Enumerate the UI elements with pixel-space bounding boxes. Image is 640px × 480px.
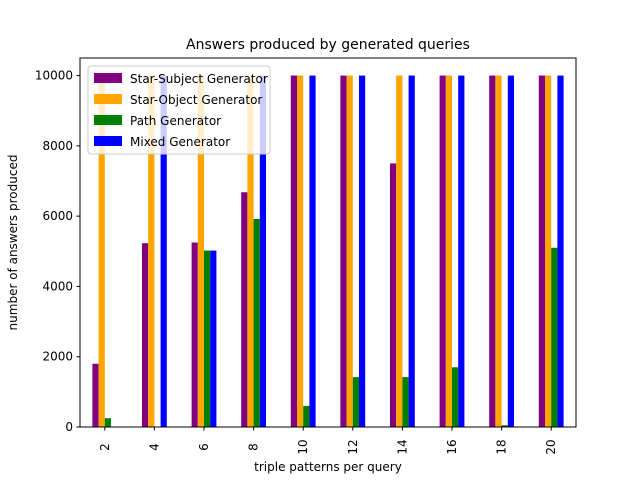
x-tick-label: 2 <box>98 443 112 451</box>
bar-mixed-generator-8 <box>259 75 266 427</box>
bar-star-object-generator-18 <box>495 75 502 427</box>
bar-star-object-generator-20 <box>545 75 552 427</box>
legend-swatch <box>94 115 122 125</box>
x-tick-label: 16 <box>445 439 459 454</box>
bar-path-generator-14 <box>402 377 409 427</box>
bar-path-generator-8 <box>253 218 260 427</box>
bar-mixed-generator-18 <box>507 75 514 427</box>
bar-star-object-generator-12 <box>346 75 353 427</box>
x-tick-label: 10 <box>296 439 310 454</box>
bar-mixed-generator-16 <box>458 75 465 427</box>
legend-swatch <box>94 136 122 146</box>
bar-star-object-generator-14 <box>396 75 403 427</box>
plot-frame <box>79 57 577 428</box>
bar-mixed-generator-12 <box>359 75 366 427</box>
bar-star-subject-generator-18 <box>489 75 496 427</box>
x-axis-label: triple patterns per query <box>254 460 402 474</box>
bar-star-object-generator-8 <box>247 75 254 427</box>
bar-mixed-generator-6 <box>210 250 217 427</box>
x-tick-label: 8 <box>247 443 261 451</box>
bars-group <box>92 75 564 427</box>
legend-swatch <box>94 94 122 104</box>
bar-star-subject-generator-4 <box>142 243 149 427</box>
bar-star-object-generator-6 <box>197 75 204 427</box>
bar-star-object-generator-2 <box>98 75 105 427</box>
bar-star-object-generator-10 <box>297 75 304 427</box>
bar-star-object-generator-4 <box>148 75 155 427</box>
x-tick-label: 6 <box>197 443 211 451</box>
x-tick-label: 12 <box>346 439 360 454</box>
y-axis-label: number of answers produced <box>6 155 20 331</box>
bar-star-subject-generator-14 <box>390 163 397 427</box>
x-tick-label: 14 <box>395 439 409 454</box>
bar-path-generator-16 <box>452 367 459 427</box>
bar-star-subject-generator-10 <box>290 75 297 427</box>
legend-label: Mixed Generator <box>130 135 230 149</box>
bar-path-generator-6 <box>204 250 211 427</box>
bar-star-object-generator-16 <box>445 75 452 427</box>
chart-title: Answers produced by generated queries <box>186 37 470 53</box>
bar-path-generator-10 <box>303 405 310 427</box>
y-axis-ticks: 0 2000 4000 6000 8000 10000 <box>35 69 80 434</box>
bar-mixed-generator-14 <box>408 75 415 427</box>
bar-path-generator-18 <box>501 425 508 427</box>
legend: Star-Subject Generator Star-Object Genera… <box>87 65 271 155</box>
x-axis-ticks: 2 4 6 8 10 12 14 16 18 20 <box>98 427 558 455</box>
y-tick-label: 8000 <box>42 139 73 153</box>
y-tick-label: 6000 <box>42 209 73 223</box>
x-tick-label: 20 <box>544 439 558 454</box>
bar-star-subject-generator-16 <box>439 75 446 427</box>
legend-label: Path Generator <box>130 114 221 128</box>
bar-star-subject-generator-2 <box>92 363 99 427</box>
bar-mixed-generator-4 <box>160 75 167 427</box>
y-tick-label: 10000 <box>35 69 73 83</box>
bar-star-subject-generator-6 <box>191 242 198 427</box>
bar-mixed-generator-20 <box>557 75 564 427</box>
bar-path-generator-2 <box>104 418 111 427</box>
bar-path-generator-12 <box>352 377 359 427</box>
bar-star-subject-generator-20 <box>538 75 545 427</box>
legend-label: Star-Object Generator <box>130 93 262 107</box>
y-tick-label: 2000 <box>42 350 73 364</box>
bar-path-generator-20 <box>551 247 558 427</box>
y-tick-label: 4000 <box>42 279 73 293</box>
legend-swatch <box>94 73 122 83</box>
x-tick-label: 4 <box>147 443 161 451</box>
x-tick-label: 18 <box>495 439 509 454</box>
legend-frame <box>87 65 271 155</box>
bar-mixed-generator-10 <box>309 75 316 427</box>
bar-star-subject-generator-12 <box>340 75 347 427</box>
bar-star-subject-generator-8 <box>241 192 248 427</box>
y-tick-label: 0 <box>65 420 73 434</box>
legend-label: Star-Subject Generator <box>130 72 268 86</box>
